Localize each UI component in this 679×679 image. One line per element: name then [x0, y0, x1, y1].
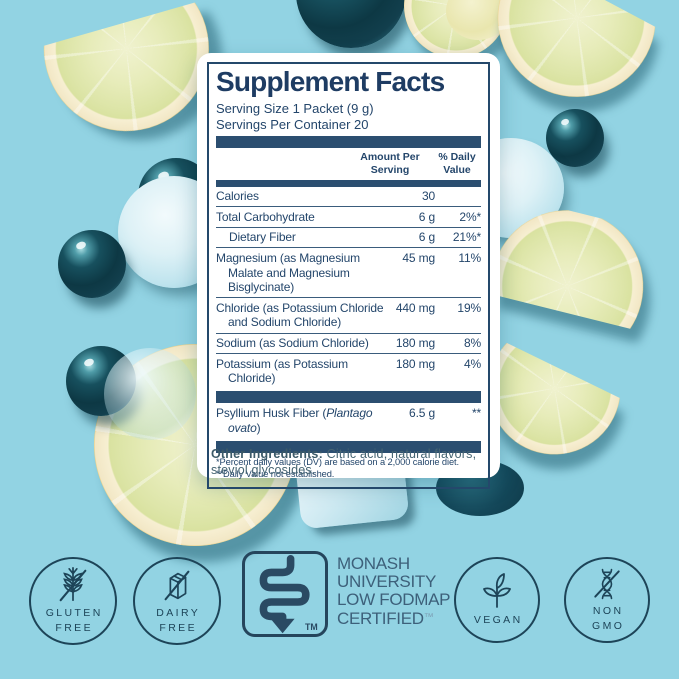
- nutrient-name: Calories: [216, 189, 259, 204]
- other-ingredients-label: Other Ingredients:: [211, 447, 323, 461]
- monash-line2: UNIVERSITY: [337, 572, 437, 591]
- water-sphere-left-middle: [58, 230, 126, 298]
- badge-label: VEGAN: [473, 614, 523, 627]
- nutrient-daily-value: 8%: [463, 336, 481, 351]
- supplement-facts-card: Supplement Facts Serving Size 1 Packet (…: [197, 53, 500, 489]
- intestine-arrow-icon: TM: [259, 555, 318, 634]
- separator-bar-mid: [216, 391, 481, 404]
- supplement-facts-panel: Supplement Facts Serving Size 1 Packet (…: [207, 62, 490, 489]
- badge-label: NON GMO: [592, 604, 625, 632]
- psyllium-row: Psyllium Husk Fiber (Plantago ovato) 6.5…: [216, 405, 481, 435]
- nutrient-amount: 6 g: [418, 209, 435, 224]
- nutrient-daily-value: 4%: [463, 356, 481, 371]
- other-ingredients-text: Citric acid, natural flavors, steviol gl…: [211, 447, 477, 478]
- panel-title: Supplement Facts: [216, 66, 445, 97]
- dna-crossed-icon: [594, 568, 620, 599]
- serving-size: Serving Size 1 Packet (9 g): [216, 100, 374, 116]
- water-sphere-top-center: [296, 0, 406, 48]
- separator-bar-header: [216, 179, 481, 187]
- badge-non-gmo: NON GMO: [564, 557, 650, 643]
- nutrient-amount: 6 g: [418, 230, 435, 245]
- facts-rows: Calories 30 Total Carbohydrate 6 g 2%* D…: [216, 187, 481, 389]
- nutrient-daily-value: 19%: [457, 300, 481, 315]
- badge-label: DAIRY FREE: [156, 606, 201, 634]
- nutrient-daily-value: 2%*: [459, 209, 481, 224]
- nutrient-name: Total Carbohydrate: [216, 209, 315, 224]
- nutrient-name: Sodium (as Sodium Chloride): [216, 336, 369, 351]
- nutrient-daily-value: 11%: [458, 250, 481, 265]
- svg-text:TM: TM: [305, 622, 318, 632]
- separator-bar-top: [216, 136, 481, 149]
- nutrient-amount: 30: [421, 189, 435, 204]
- amount-column-header: Amount Per Serving: [360, 151, 420, 177]
- separator-bar-bottom: [216, 440, 481, 453]
- monash-line4: CERTIFIED™: [337, 609, 434, 628]
- wheat-crossed-icon: [59, 566, 87, 602]
- monash-certification-badge: TM: [242, 551, 328, 637]
- facts-row: Chloride (as Potassium Chloride and Sodi…: [216, 297, 481, 332]
- facts-row: Total Carbohydrate 6 g 2%*: [216, 206, 481, 227]
- footnote-not-established: **Daily Value not established.: [216, 469, 335, 480]
- servings-per-container: Servings Per Container 20: [216, 117, 369, 133]
- plant-sprout-icon: [483, 573, 511, 609]
- nutrient-amount: 440 mg: [395, 300, 435, 315]
- footnote-daily-values: *Percent daily values (DV) are based on …: [216, 456, 459, 467]
- badge-label: GLUTEN FREE: [45, 606, 103, 634]
- daily-value-column-header: % Daily Value: [438, 151, 476, 177]
- facts-row: Dietary Fiber 6 g 21%*: [216, 226, 481, 248]
- nutrient-amount: 180 mg: [395, 336, 435, 351]
- other-ingredients: Other Ingredients: Citric acid, natural …: [211, 446, 486, 479]
- glass-droplet-bottom-left: [104, 348, 196, 440]
- nutrient-name: Chloride (as Potassium Chloride and Sodi…: [216, 300, 384, 330]
- nutrient-amount: 180 mg: [395, 356, 435, 371]
- trademark-symbol: ™: [423, 612, 434, 623]
- nutrient-name: Magnesium (as Magnesium Malate and Magne…: [216, 250, 360, 295]
- milk-carton-crossed-icon: [164, 570, 190, 601]
- nutrient-name: Potassium (as Potassium Chloride): [216, 356, 348, 386]
- monash-certification-text: MONASH UNIVERSITY LOW FODMAP CERTIFIED™: [337, 555, 450, 628]
- column-headers: Amount Per Serving % Daily Value: [216, 148, 481, 179]
- nutrient-name: Dietary Fiber: [229, 230, 296, 245]
- facts-row: Sodium (as Sodium Chloride) 180 mg 8%: [216, 332, 481, 354]
- nutrient-amount: 45 mg: [402, 250, 435, 265]
- facts-row: Potassium (as Potassium Chloride) 180 mg…: [216, 353, 481, 388]
- water-sphere-right: [546, 109, 604, 167]
- badge-gluten-free: GLUTEN FREE: [29, 557, 117, 645]
- badge-vegan: VEGAN: [454, 557, 540, 643]
- monash-line1: MONASH: [337, 554, 410, 573]
- facts-row: Calories 30: [216, 187, 481, 207]
- nutrient-daily-value: 21%*: [452, 230, 481, 245]
- badge-dairy-free: DAIRY FREE: [133, 557, 221, 645]
- facts-row: Magnesium (as Magnesium Malate and Magne…: [216, 247, 481, 297]
- monash-line3: LOW FODMAP: [337, 590, 451, 609]
- lemon-wedge-right-middle: [487, 196, 659, 330]
- footnotes: *Percent daily values (DV) are based on …: [216, 453, 481, 481]
